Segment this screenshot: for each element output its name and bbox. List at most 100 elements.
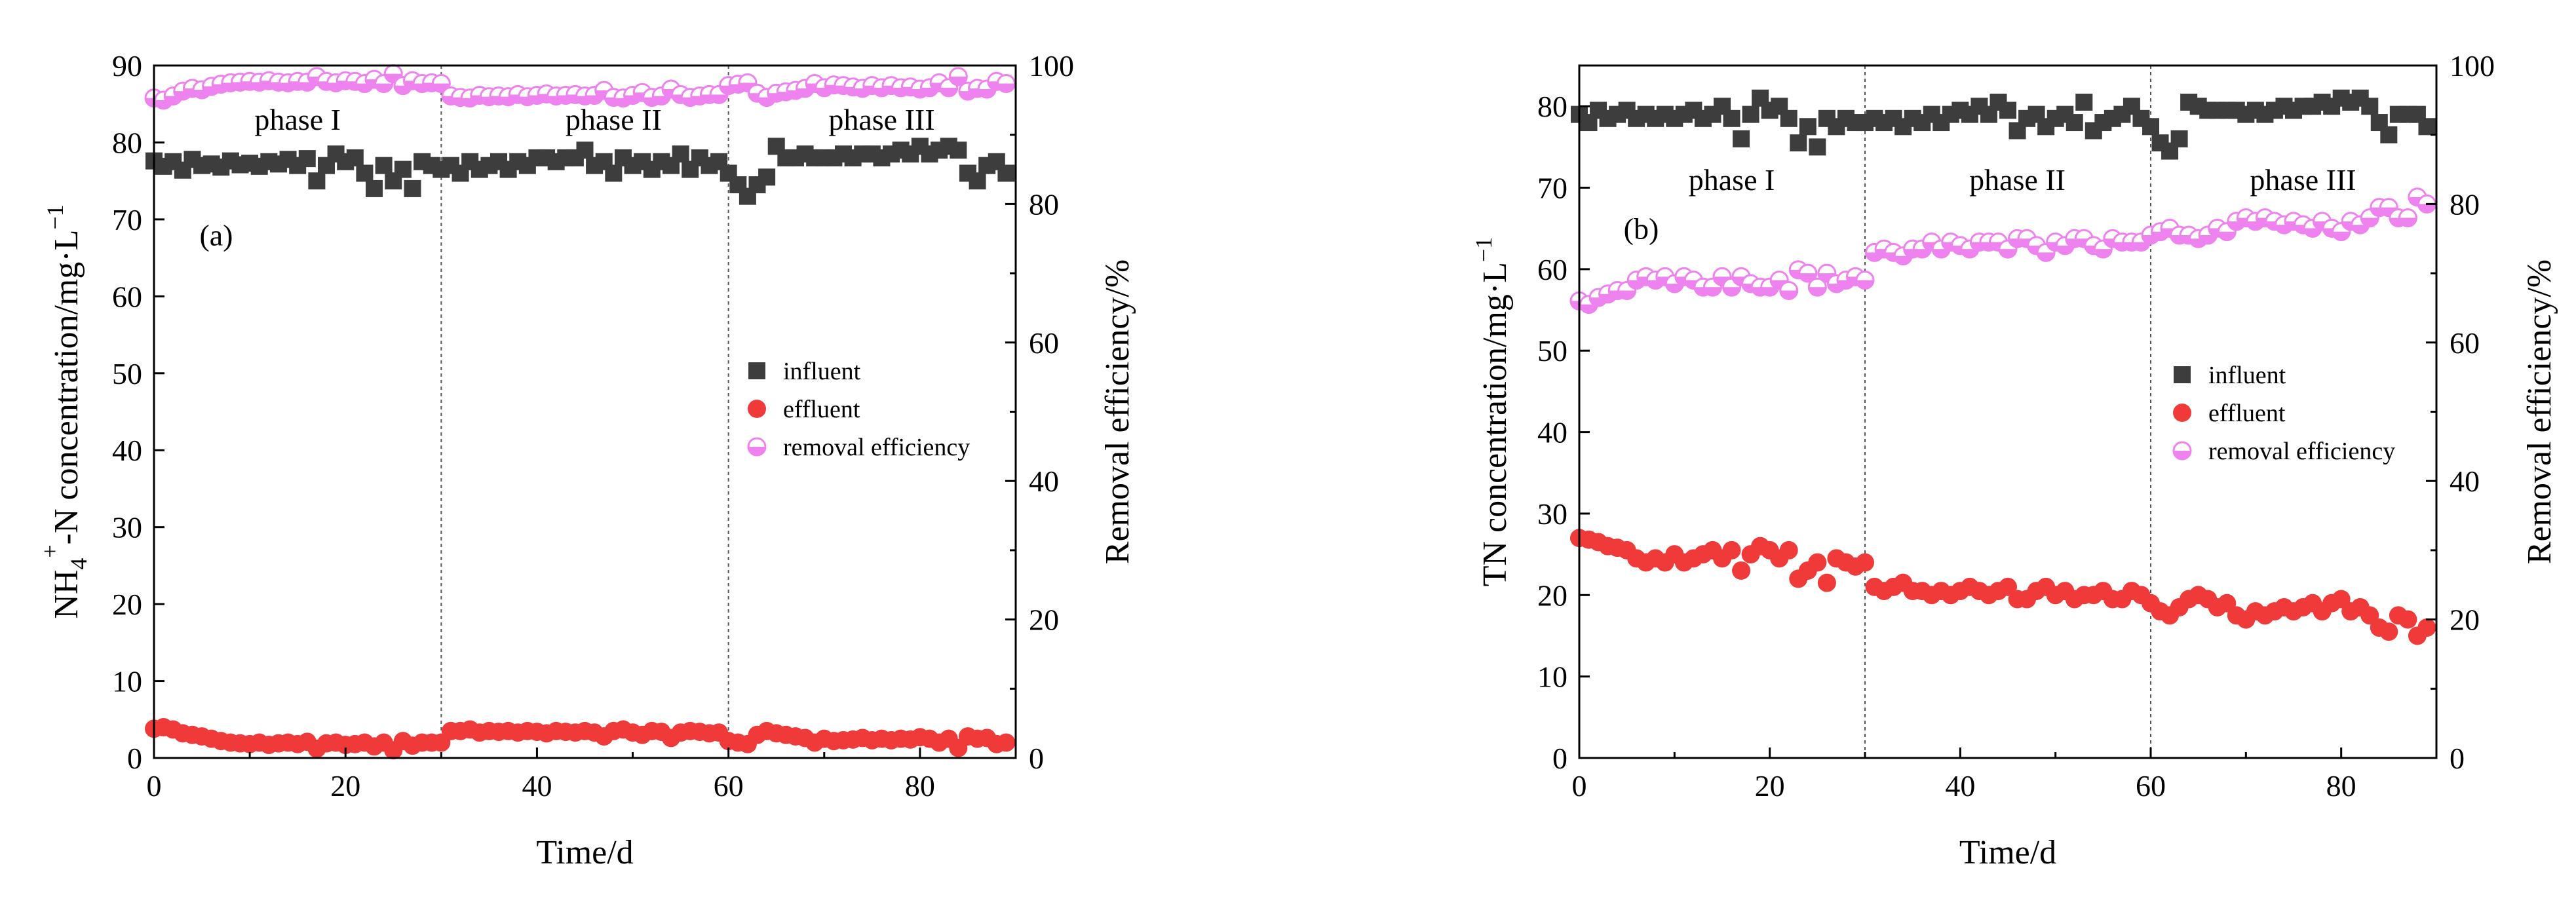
data-point-half (1761, 287, 1778, 296)
series-influent (1571, 89, 2436, 160)
x-tick-label: 0 (1572, 769, 1587, 803)
x-tick-label: 0 (147, 769, 162, 803)
data-point-half (653, 96, 670, 105)
y-tick-label: 10 (1537, 660, 1567, 694)
y-tick-label: 60 (112, 280, 142, 313)
series-influent (145, 138, 1015, 205)
y-tick-label: 40 (1537, 416, 1567, 449)
data-point (404, 180, 421, 197)
data-point (375, 157, 393, 174)
data-point-half (2332, 231, 2350, 240)
data-point (298, 150, 316, 168)
data-point-half (1856, 280, 1874, 289)
series-effluent (1570, 529, 2436, 645)
panel-a: 0 20 40 60 80 0 10 20 30 40 50 60 70 80 90 0 20 40 60 80 100… (37, 49, 1136, 871)
data-point-half (375, 83, 393, 92)
data-point (2361, 98, 2379, 115)
x-tick-label: 80 (905, 769, 935, 803)
y-tick-label: 70 (112, 203, 142, 236)
data-point-half (1999, 249, 2016, 258)
phase-label: phase I (1689, 163, 1775, 197)
y-right-tick-label: 80 (2450, 187, 2480, 221)
phase-label-layer: phase I phase II phase III (1689, 163, 2356, 197)
data-point (366, 180, 383, 197)
data-point (2398, 610, 2417, 629)
data-point (356, 164, 374, 182)
phase-label: phase III (2250, 163, 2356, 197)
legend-marker-half (2174, 451, 2191, 459)
data-point (2380, 126, 2398, 143)
data-point-half (1618, 290, 1636, 299)
data-point (2418, 118, 2436, 136)
data-point-half (1913, 249, 1931, 258)
data-point (1780, 109, 1797, 127)
data-point (2066, 114, 2083, 132)
y-tick-label: 90 (112, 49, 142, 83)
data-point-half (2361, 218, 2379, 227)
data-point (394, 161, 412, 178)
y-right-tick-label: 100 (2450, 49, 2495, 83)
legend: influent effluent removal efficiency (2172, 362, 2395, 465)
series-removal-efficiency (144, 64, 1016, 110)
data-point-half (978, 88, 996, 98)
data-point (1808, 553, 1827, 572)
data-point-half (2218, 231, 2236, 240)
data-point (997, 733, 1016, 752)
data-point (2417, 618, 2436, 637)
y-tick-label: 60 (1537, 253, 1567, 286)
legend-marker-half (748, 447, 765, 455)
data-point-half (1666, 283, 1683, 292)
legend-label: effluent (2208, 400, 2286, 427)
data-point (346, 149, 364, 166)
x-tick-label: 20 (1755, 769, 1785, 803)
data-point (605, 164, 623, 182)
y-tick-label: 0 (127, 742, 142, 775)
series-removal-efficiency (1569, 187, 2436, 314)
x-axis-title: Time/d (536, 834, 633, 871)
phase-label: phase II (566, 103, 662, 136)
data-point-half (1580, 304, 1598, 313)
y-right-tick-label: 40 (1029, 464, 1059, 498)
y-tick-label: 30 (1537, 497, 1567, 531)
x-axis-title: Time/d (1959, 834, 2056, 871)
phase-divider-layer (440, 66, 729, 758)
y-axis-title: NH4+-N concentration/mg·L−1 (37, 204, 92, 619)
data-point (1960, 239, 1980, 259)
data-point (1799, 118, 1817, 136)
data-point (2398, 208, 2417, 228)
legend-marker (747, 437, 767, 457)
y-tick-label: 10 (112, 665, 142, 698)
y-tick-label: 40 (112, 434, 142, 467)
data-point (576, 142, 594, 159)
panel-label: (a) (199, 218, 233, 252)
data-point (2417, 194, 2436, 214)
y-tick-label: 30 (112, 511, 142, 544)
data-point-half (940, 87, 957, 96)
data-point (1999, 102, 2016, 119)
y-tick-label: 50 (112, 357, 142, 390)
y-right-tick-label: 20 (2450, 603, 2480, 637)
data-point-half (1780, 290, 1797, 299)
data-point-half (2132, 242, 2150, 251)
phase-label-layer: phase I phase II phase III (254, 103, 934, 136)
data-point (1817, 573, 1836, 592)
phase-divider-layer (1864, 66, 2151, 758)
data-point (1790, 134, 1807, 152)
data-point-half (710, 94, 728, 104)
data-point (950, 142, 967, 159)
x-tick-label: 20 (330, 769, 360, 803)
data-point (2379, 622, 2398, 641)
legend-label: effluent (783, 396, 860, 423)
data-point (758, 168, 776, 186)
phase-label: phase III (828, 103, 934, 136)
y-right-tick-label: 0 (1029, 742, 1044, 775)
data-point-half (2056, 245, 2074, 254)
y-right-tick-label: 40 (2450, 464, 2480, 498)
panel-label: (b) (1624, 212, 1659, 246)
y-right-tick-label: 60 (2450, 326, 2480, 360)
y-right-tick-label: 100 (1029, 49, 1074, 83)
phase-label: phase I (254, 103, 341, 136)
data-point (431, 73, 451, 93)
legend-label: influent (2208, 362, 2286, 389)
legend-marker (2173, 404, 2191, 422)
